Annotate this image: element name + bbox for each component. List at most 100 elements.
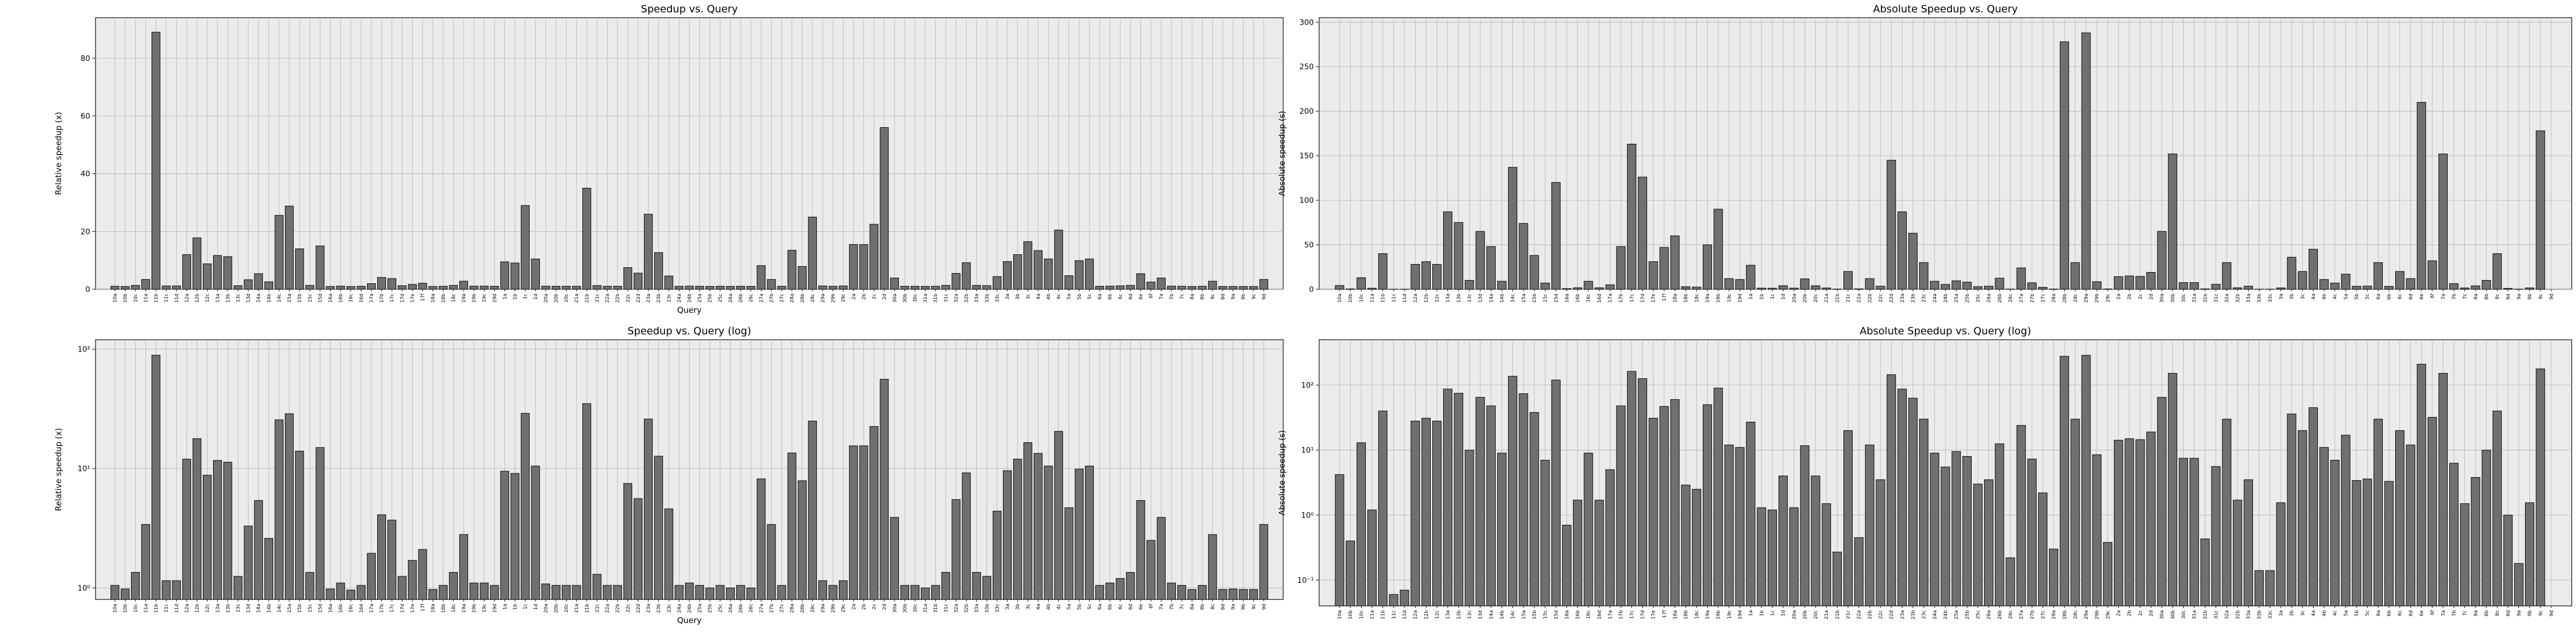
bar <box>1930 281 1940 290</box>
bar <box>561 286 571 290</box>
bar <box>1529 412 1539 606</box>
x-tick-label: 13c <box>1467 610 1473 619</box>
x-tick-label: 32b <box>2235 294 2241 303</box>
x-tick-label: 12c <box>205 294 210 302</box>
bar <box>1584 452 1593 606</box>
x-tick-label: 11d <box>174 294 180 303</box>
x-tick-label: 8d <box>2506 610 2511 616</box>
bar <box>182 254 192 290</box>
x-tick-label: 33a <box>975 294 980 303</box>
y-tick-labels: 0 50 100 150 200 250 300 <box>1299 18 1319 294</box>
x-tick-label: 31b <box>933 294 939 303</box>
bar <box>2113 276 2124 290</box>
bar <box>1702 244 1713 290</box>
x-tick-label: 2a <box>851 294 857 299</box>
bar <box>2287 413 2296 606</box>
bar <box>2178 458 2189 606</box>
bar <box>1843 430 1853 606</box>
x-tick-label: 19c <box>1727 294 1732 302</box>
x-tick-label: 25c <box>1975 610 1981 619</box>
x-tick-label: 18a <box>1673 294 1678 303</box>
bar <box>2352 286 2361 290</box>
bar <box>1378 411 1388 606</box>
x-tick-label: 2b <box>861 294 867 300</box>
x-tick-label: 19b <box>1716 294 1722 303</box>
chart-title: Speedup vs. Query (log) <box>627 325 751 337</box>
bar <box>705 587 714 600</box>
x-tick-label: 22c <box>1878 294 1884 302</box>
bar <box>603 585 612 600</box>
x-tick-label: 12b <box>1424 610 1429 619</box>
x-tick-label: 5b <box>2354 294 2360 300</box>
x-tick-label: 13d <box>1478 294 1483 303</box>
bar <box>1908 398 1918 606</box>
bar <box>2081 32 2091 290</box>
x-tick-label: 22b <box>1868 610 1873 619</box>
x-tick-label: 25c <box>1975 294 1981 302</box>
bar <box>131 285 140 290</box>
bar <box>1013 254 1022 290</box>
x-tick-label: 11a <box>143 604 149 613</box>
bar <box>1367 509 1377 606</box>
x-tick-label: 28a <box>790 294 795 303</box>
x-tick-label: 1d <box>533 604 539 610</box>
bar <box>1605 469 1615 606</box>
bar <box>2178 282 2189 290</box>
x-tick-label: 3a <box>2279 294 2284 299</box>
x-tick-label: 4c <box>2333 294 2338 299</box>
bar <box>326 286 335 290</box>
x-tick-label: 23a <box>1900 610 1905 619</box>
bar <box>2190 282 2199 290</box>
x-tick-label: 1c <box>523 604 529 610</box>
bar <box>274 215 284 290</box>
bar <box>1800 445 1810 606</box>
x-tick-label: 10b <box>123 604 128 613</box>
x-tick-label: 25b <box>1965 294 1970 303</box>
bar <box>1126 285 1135 290</box>
x-tick-label: 15d <box>1554 610 1559 619</box>
bar <box>613 286 622 290</box>
x-tick-label: 3b <box>2289 294 2295 300</box>
x-tick-label: 17c <box>1629 294 1635 302</box>
x-tick-label: 13b <box>225 294 231 303</box>
x-tick-labels: 10a 10b 10c 11a 11b 11c 11d 12a 12b 12c 13a 13b 13c 1… <box>113 289 1267 303</box>
bar <box>1941 466 1950 606</box>
x-tick-label: 9c <box>2538 610 2544 616</box>
x-tick-label: 2b <box>2127 294 2133 300</box>
x-tick-label: 32b <box>964 604 970 613</box>
bar <box>1410 264 1420 290</box>
x-tick-label: 20b <box>1803 294 1808 303</box>
bar <box>2319 279 2329 290</box>
x-tick-label: 14a <box>1489 294 1494 303</box>
bar <box>2135 276 2145 290</box>
x-tick-label: 2d <box>2149 610 2154 616</box>
bar <box>1681 286 1690 290</box>
x-tick-label: 10c <box>1359 294 1364 302</box>
x-tick-label: 21c <box>1846 294 1851 302</box>
x-tick-label: 25b <box>708 604 713 613</box>
x-tick-label: 2a <box>2117 610 2122 616</box>
bar <box>295 248 304 290</box>
bar <box>1714 209 1723 290</box>
x-tick-label: 13c <box>1467 294 1473 302</box>
x-tick-label: 10b <box>1348 610 1353 619</box>
x-tick-label: 9c <box>2538 294 2544 299</box>
bar <box>2243 479 2253 606</box>
bar <box>561 585 571 600</box>
bar <box>592 574 602 600</box>
bar <box>1259 524 1269 600</box>
x-tick-label: 1b <box>1759 610 1765 617</box>
x-tick-label: 17a <box>1608 294 1613 303</box>
bar <box>1584 281 1593 290</box>
x-tick-label: 16b <box>339 604 344 613</box>
bar <box>264 281 273 290</box>
bar <box>2362 286 2372 290</box>
bar <box>1157 517 1166 600</box>
x-tick-label: 30c <box>2182 610 2187 619</box>
x-tick-label: 28b <box>2062 294 2068 303</box>
bar <box>336 582 345 600</box>
x-tick-label: 15c <box>308 604 313 612</box>
bar <box>1508 167 1518 290</box>
bar <box>1095 286 1104 290</box>
x-tick-label: 25a <box>698 604 703 613</box>
